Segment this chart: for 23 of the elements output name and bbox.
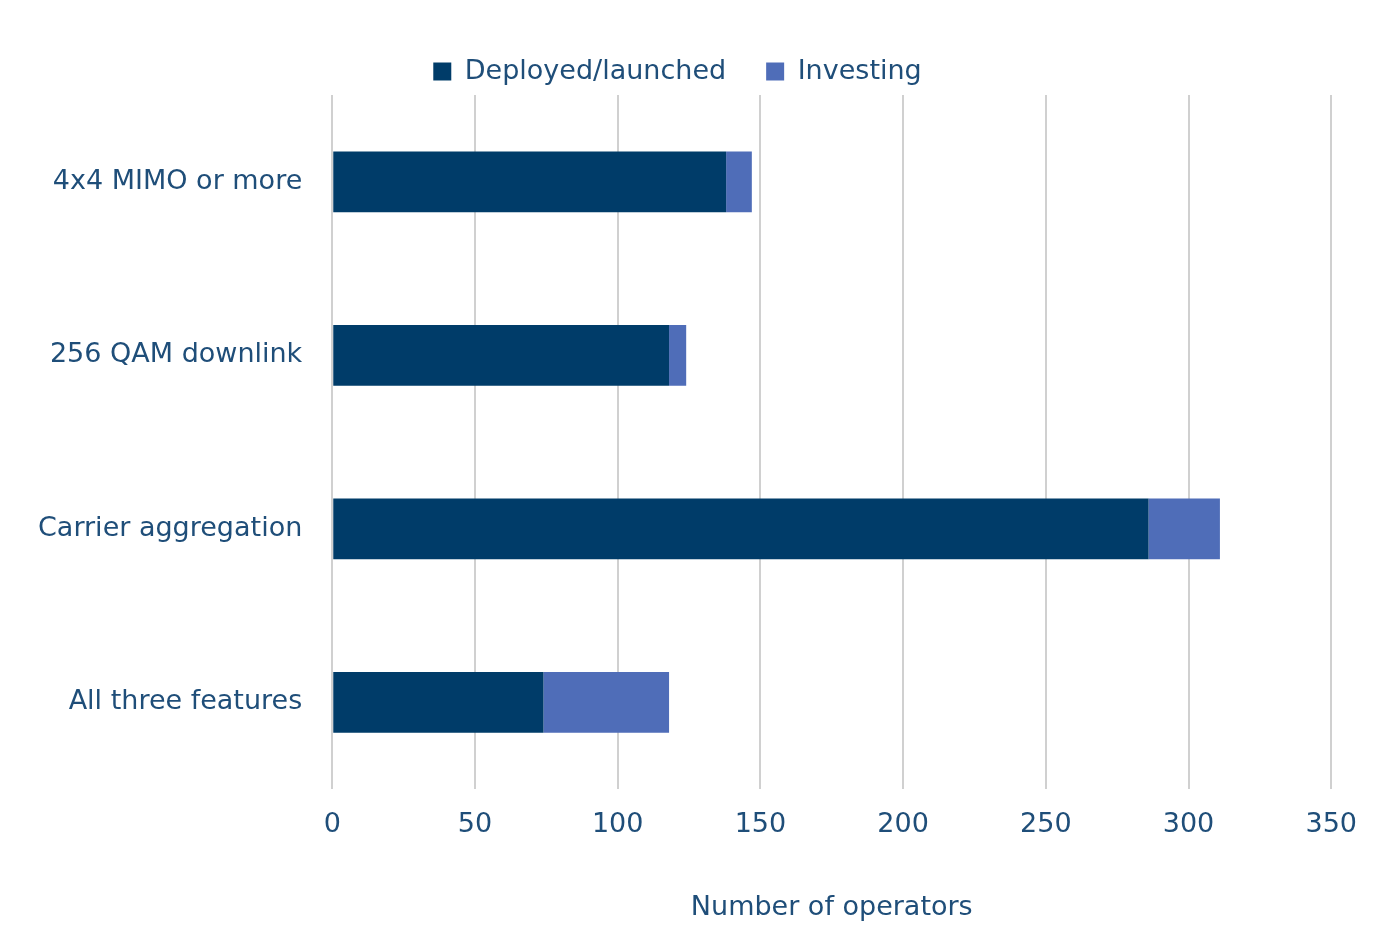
x-tick-label: 200 bbox=[877, 807, 929, 839]
x-tick-label: 350 bbox=[1305, 807, 1358, 839]
x-tick-label: 50 bbox=[457, 807, 493, 839]
y-tick-label: Carrier aggregation bbox=[38, 510, 303, 542]
bar bbox=[543, 672, 670, 733]
bar bbox=[333, 324, 670, 386]
x-tick-label: 0 bbox=[323, 807, 341, 839]
bar bbox=[726, 151, 752, 213]
bar bbox=[669, 324, 687, 386]
x-tick-label: 250 bbox=[1020, 807, 1072, 839]
x-tick-label: 100 bbox=[591, 807, 644, 839]
x-tick-label: 150 bbox=[734, 807, 787, 839]
bar bbox=[333, 672, 544, 733]
y-tick-label: 256 QAM downlink bbox=[49, 337, 303, 369]
legend-label: Deployed/launched bbox=[464, 53, 727, 85]
y-tick-label: 4x4 MIMO or more bbox=[52, 163, 303, 195]
x-axis-title: Number of operators bbox=[690, 889, 973, 921]
legend-label: Investing bbox=[797, 53, 922, 85]
bar bbox=[333, 498, 1149, 560]
x-tick-label: 300 bbox=[1162, 807, 1215, 839]
bar bbox=[333, 151, 727, 213]
y-tick-label: All three features bbox=[68, 684, 303, 716]
bar bbox=[1148, 498, 1220, 560]
